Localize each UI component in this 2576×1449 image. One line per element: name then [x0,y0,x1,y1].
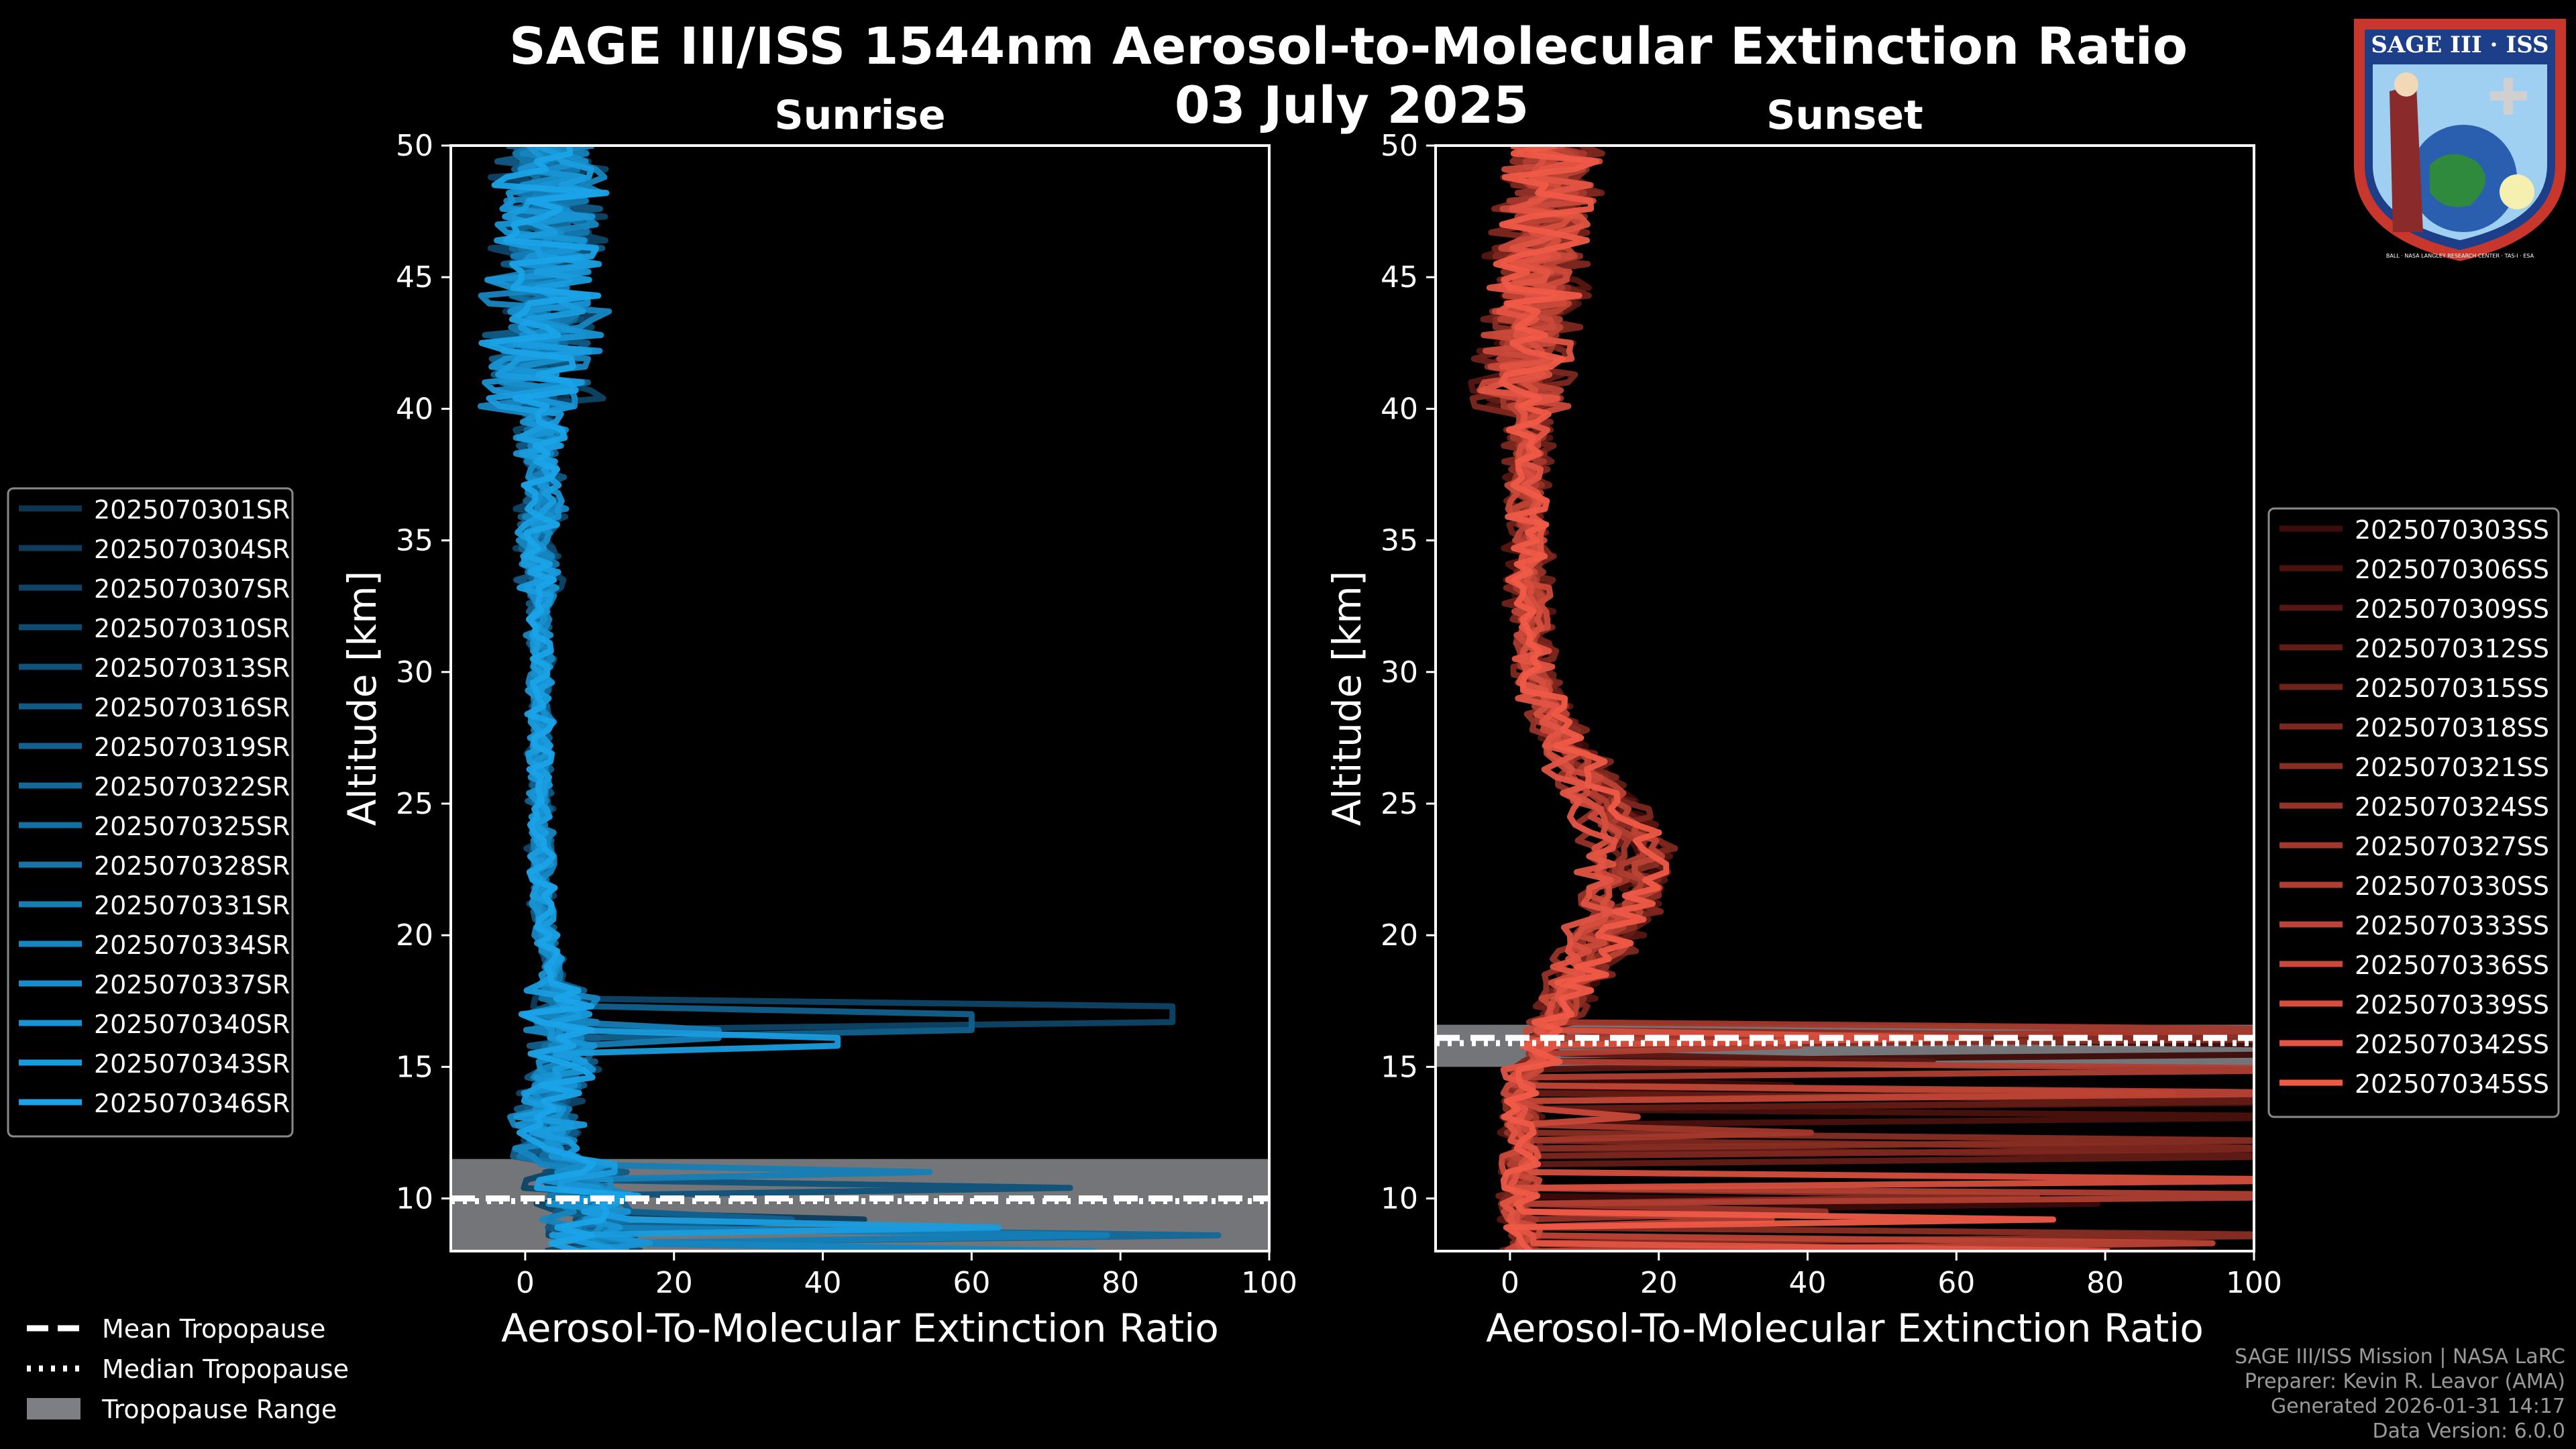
y-tick-label: 45 [1381,260,1418,294]
legend-label: 2025070324SS [2355,792,2549,822]
y-axis-label: Altitude [km] [1324,571,1370,826]
x-tick-label: 20 [655,1266,693,1300]
plot-area [1436,146,2254,1251]
legend-label: 2025070342SS [2355,1030,2549,1059]
x-tick-label: 20 [1640,1266,1678,1300]
y-axis-label: Altitude [km] [339,571,385,826]
legend-label: 2025070336SS [2355,951,2549,980]
legend-label: 2025070325SR [94,812,290,841]
y-tick-label: 20 [396,918,433,953]
legend-label: 2025070321SS [2355,753,2549,782]
sunrise-legend: 2025070301SR 2025070304SR 2025070307SR 2025… [7,487,294,1138]
legend-label: 2025070322SR [94,772,290,802]
y-tick-label: 25 [396,787,433,821]
legend-label: 2025070313SR [94,653,290,683]
y-tick-label: 10 [1381,1182,1418,1216]
legend-label: 2025070327SS [2355,832,2549,861]
x-tick-label: 80 [2086,1266,2124,1300]
x-tick-label: 40 [804,1266,842,1300]
legend-label: 2025070337SR [94,970,290,1000]
plot-frame [1434,144,2255,1252]
credit-preparer: Preparer: Kevin R. Leavor (AMA) [2244,1370,2565,1393]
legend-label: 2025070346SR [94,1089,290,1118]
credit-mission: SAGE III/ISS Mission | NASA LaRC [2235,1345,2565,1368]
y-tick-label: 50 [1381,129,1418,163]
x-axis-label: Aerosol-To-Molecular Extinction Ratio [501,1305,1219,1351]
logo-ring-text: BALL · NASA LANGLEY RESEARCH CENTER · TA… [2386,253,2534,259]
legend-label: 2025070318SS [2355,713,2549,743]
legend-label: 2025070315SS [2355,674,2549,703]
legend-label: 2025070333SS [2355,911,2549,941]
legend-label: 2025070312SS [2355,634,2549,663]
profile-line-2025070346SR [478,146,641,1251]
tropopause-legend-label: Tropopause Range [101,1395,337,1424]
sunset-panel: Sunset 0 20 40 60 80 100 10 15 20 25 30 35 40 45 50 Aero… [1324,92,2282,1351]
y-tick-label: 10 [396,1182,433,1216]
tropopause-legend: Mean Tropopause Median Tropopause Tropopau… [27,1314,349,1424]
x-tick-label: 80 [1102,1266,1139,1300]
legend-label: 2025070331SR [94,891,290,920]
legend-label: 2025070319SR [94,733,290,762]
tropopause-legend-label: Mean Tropopause [102,1314,325,1344]
y-tick-label: 50 [396,129,433,163]
x-tick-label: 0 [516,1266,535,1300]
legend-label: 2025070304SR [94,535,290,564]
legend-label: 2025070307SR [94,574,290,604]
y-tick-label: 15 [396,1050,433,1084]
legend-label: 2025070334SR [94,930,290,960]
x-tick-label: 100 [1241,1266,1297,1300]
profile-line-2025070345SS [1493,146,2057,1251]
legend-label: 2025070310SR [94,614,290,643]
sunset-legend: 2025070303SS 2025070306SS 2025070309SS 2025… [2267,507,2560,1118]
credit-version: Data Version: 6.0.0 [2372,1419,2565,1443]
plot-area [451,146,1269,1251]
plot-frame [449,144,1271,1252]
legend-label: 2025070303SS [2355,515,2549,545]
x-axis-label: Aerosol-To-Molecular Extinction Ratio [1486,1305,2204,1351]
credits: SAGE III/ISS Mission | NASA LaRC Prepare… [2235,1344,2565,1444]
x-tick-label: 0 [1501,1266,1519,1300]
y-tick-label: 35 [396,524,433,558]
y-tick-label: 45 [396,260,433,294]
legend-label: 2025070328SR [94,851,290,881]
sunrise-panel: Sunrise 0 20 40 60 80 100 10 15 20 25 30 35 40 45 50 Aer… [339,92,1297,1351]
y-tick-label: 35 [1381,524,1418,558]
legend-label: 2025070309SS [2355,594,2549,624]
chart-date: 03 July 2025 [1175,75,1529,135]
panel-title: Sunset [1766,92,1923,139]
x-tick-label: 60 [1937,1266,1975,1300]
x-tick-label: 100 [2226,1266,2282,1300]
y-tick-label: 30 [1381,655,1418,690]
legend-label: 2025070345SS [2355,1069,2549,1099]
y-tick-label: 15 [1381,1050,1418,1084]
legend-label: 2025070340SR [94,1010,290,1039]
sage-mission-logo: SAGE III · ISS BALL · NASA LANGLEY RESEA… [2354,19,2566,262]
legend-label: 2025070301SR [94,495,290,525]
legend-label: 2025070339SS [2355,990,2549,1020]
y-tick-label: 25 [1381,787,1418,821]
chart-title: SAGE III/ISS 1544nm Aerosol-to-Molecular… [509,16,2188,76]
legend-label: 2025070306SS [2355,555,2549,584]
profile-line-2025070343SR [486,146,1002,1251]
tropopause-range-swatch [27,1398,80,1419]
legend-label: 2025070316SR [94,693,290,722]
tropopause-legend-label: Median Tropopause [102,1354,349,1384]
y-tick-label: 20 [1381,918,1418,953]
legend-box [7,487,294,1138]
y-tick-label: 30 [396,655,433,690]
x-tick-label: 60 [953,1266,990,1300]
panel-title: Sunrise [774,92,945,139]
y-tick-label: 40 [1381,392,1418,426]
x-tick-label: 40 [1789,1266,1827,1300]
y-tick-label: 40 [396,392,433,426]
legend-label: 2025070330SS [2355,871,2549,901]
credit-generated: Generated 2026-01-31 14:17 [2270,1395,2565,1418]
logo-title: SAGE III · ISS [2371,32,2548,58]
legend-label: 2025070343SR [94,1049,290,1079]
